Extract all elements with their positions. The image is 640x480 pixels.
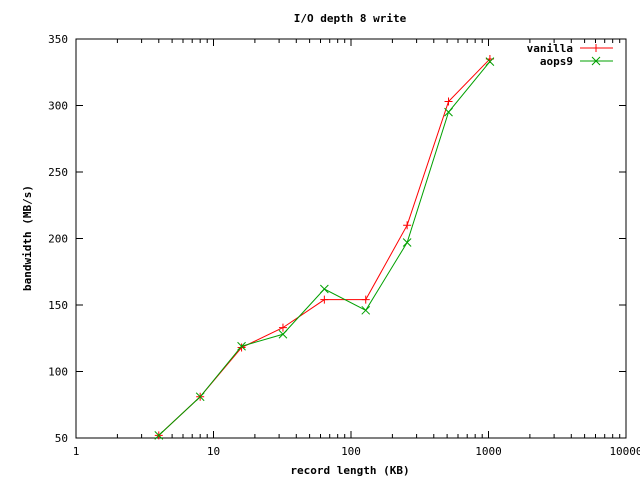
y-tick-label: 250 xyxy=(48,166,68,179)
data-point-aops9 xyxy=(319,284,329,294)
legend-label-aops9: aops9 xyxy=(540,55,573,68)
x-axis-label: record length (KB) xyxy=(290,464,409,477)
series-line-vanilla xyxy=(158,58,491,436)
data-point-aops9 xyxy=(444,107,453,117)
data-point-aops9 xyxy=(361,305,371,315)
y-tick-label: 350 xyxy=(48,33,68,46)
data-point-vanilla xyxy=(237,343,246,352)
data-point-aops9 xyxy=(195,392,205,402)
data-point-vanilla xyxy=(444,97,453,106)
data-point-vanilla xyxy=(403,221,412,230)
plot-area-frame xyxy=(75,38,627,439)
data-point-vanilla xyxy=(320,295,329,304)
legend-marker-vanilla xyxy=(592,44,600,52)
data-point-aops9 xyxy=(237,341,246,351)
legend-marker-aops9 xyxy=(591,56,601,66)
y-tick-label: 50 xyxy=(55,432,68,445)
x-tick-label: 100 xyxy=(341,445,361,458)
axes: 50 100 150 200 250 300 350 1 10 100 1000 10000 xyxy=(48,33,640,458)
data-point-vanilla xyxy=(278,323,287,332)
y-tick-label: 100 xyxy=(48,366,68,379)
series-layer xyxy=(154,54,495,440)
y-tick-label: 300 xyxy=(48,100,68,113)
data-point-aops9 xyxy=(402,238,412,247)
series-vanilla xyxy=(154,54,494,440)
x-tick-label: 10 xyxy=(207,445,220,458)
y-tick-label: 200 xyxy=(48,233,68,246)
x-tick-label: 1000 xyxy=(475,445,502,458)
data-point-vanilla xyxy=(361,295,370,304)
series-line-aops9 xyxy=(158,61,491,436)
chart-title: I/O depth 8 write xyxy=(294,12,407,25)
data-point-aops9 xyxy=(154,430,164,440)
series-aops9 xyxy=(154,57,495,440)
x-tick-label: 10000 xyxy=(609,445,640,458)
y-axis-label: bandwidth (MB/s) xyxy=(21,185,34,291)
legend-label-vanilla: vanilla xyxy=(527,42,573,55)
data-point-aops9 xyxy=(485,57,495,66)
y-tick-label: 150 xyxy=(48,299,68,312)
data-point-aops9 xyxy=(278,329,288,339)
x-tick-label: 1 xyxy=(73,445,80,458)
